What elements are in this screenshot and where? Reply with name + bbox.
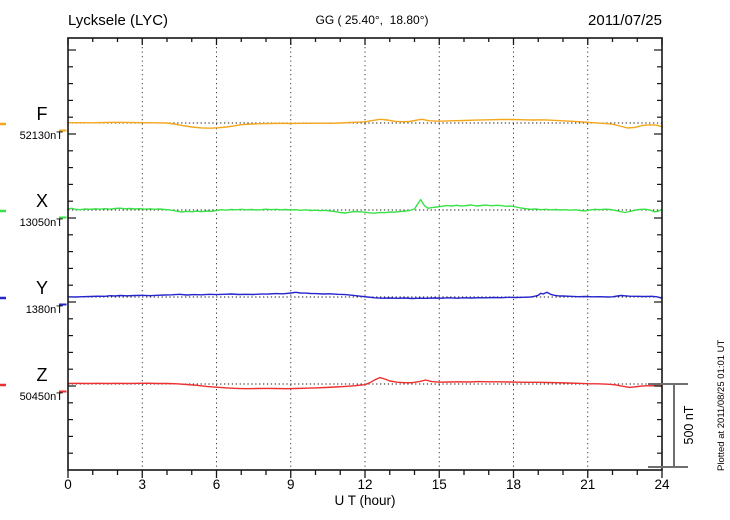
x-tick-label-24: 24: [654, 477, 670, 492]
x-tick-label-15: 15: [432, 477, 447, 492]
x-tick-label-21: 21: [580, 477, 595, 492]
x-tick-label-0: 0: [64, 477, 72, 492]
x-tick-label-3: 3: [138, 477, 146, 492]
channel-letter-Z: Z: [37, 365, 48, 385]
channel-label-Y: Y 1380nT: [26, 278, 64, 316]
date-label: 2011/07/25: [588, 12, 662, 29]
channel-label-F: F 52130nT: [20, 104, 64, 142]
x-tick-label-12: 12: [357, 477, 372, 492]
trace-Z: [67, 376, 663, 390]
channel-letter-F: F: [37, 104, 48, 124]
channel-label-Z: Z 50450nT: [20, 365, 64, 403]
chart-layer: 0 3 6 9 12 15 18 21 24: [0, 37, 688, 492]
plotted-at-label: Plotted at 2011/08/25 01:01 UT: [716, 339, 727, 471]
scalebar-label: 500 nT: [682, 405, 696, 444]
xaxis-title: U T (hour): [334, 493, 395, 508]
trace-X: [67, 198, 663, 214]
page-title: Lycksele (LYC): [68, 12, 168, 29]
channel-basevalue-Z: 50450nT: [20, 391, 64, 403]
channel-basevalue-Y: 1380nT: [26, 304, 64, 316]
channel-letter-X: X: [36, 191, 48, 211]
x-tick-label-18: 18: [506, 477, 521, 492]
channel-label-X: X 13050nT: [20, 191, 64, 229]
channel-basevalue-X: 13050nT: [20, 217, 64, 229]
x-tick-label-6: 6: [213, 477, 221, 492]
trace-F: [67, 118, 663, 129]
x-tick-label-9: 9: [287, 477, 295, 492]
trace-Y: [67, 291, 663, 300]
channel-letter-Y: Y: [36, 278, 48, 298]
channel-basevalue-F: 52130nT: [20, 130, 64, 142]
geographic-coords-label: GG ( 25.40°, 18.80°): [316, 13, 429, 27]
